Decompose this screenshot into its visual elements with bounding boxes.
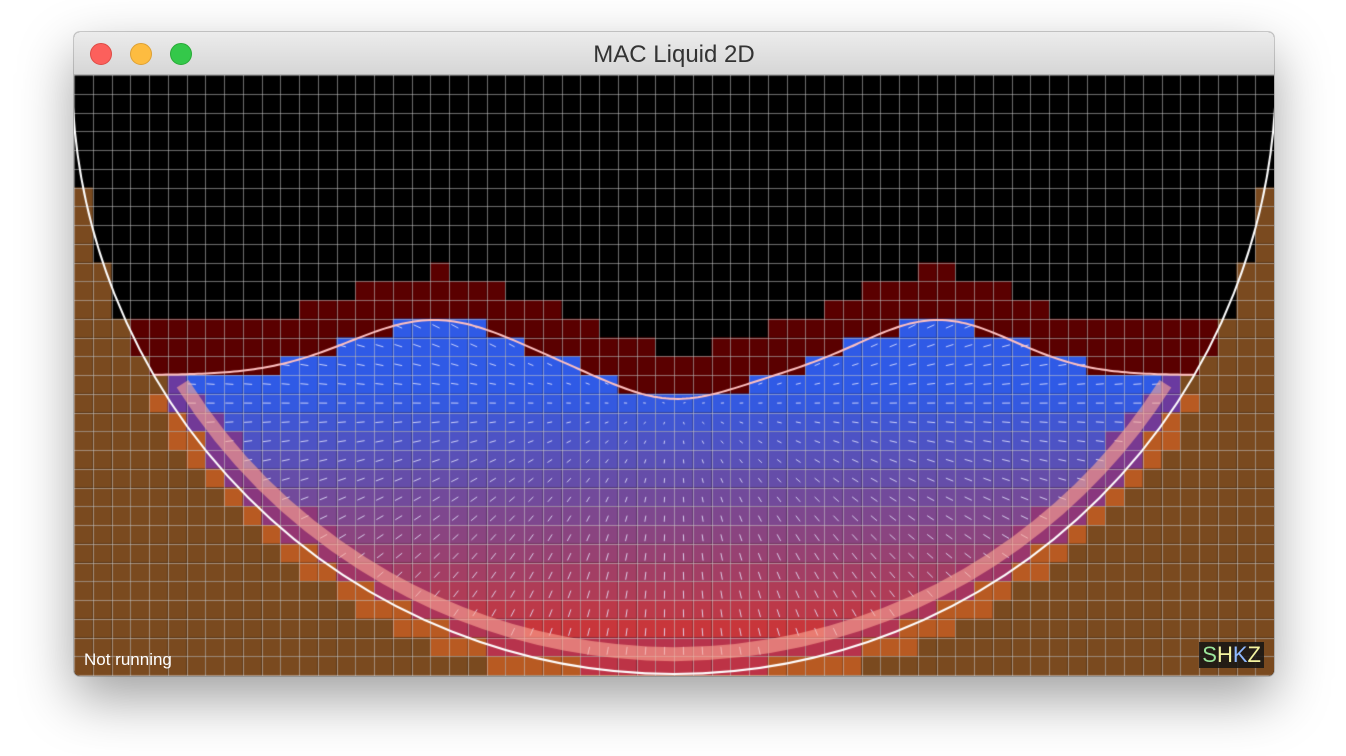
key-h-label: H — [1216, 642, 1233, 667]
key-z-label: Z — [1247, 642, 1261, 667]
title-bar[interactable]: MAC Liquid 2D — [74, 32, 1274, 75]
simulation-view[interactable]: Not running SHKZ — [74, 75, 1274, 676]
app-window: MAC Liquid 2D Not running SHKZ — [74, 32, 1274, 676]
window-title: MAC Liquid 2D — [593, 41, 755, 68]
minimize-button[interactable] — [130, 43, 152, 65]
key-legend: SHKZ — [1199, 642, 1264, 668]
close-button[interactable] — [90, 43, 112, 65]
key-s-label: S — [1202, 642, 1217, 667]
status-text: Not running — [84, 650, 172, 669]
simulation-canvas[interactable] — [74, 75, 1274, 676]
zoom-button[interactable] — [170, 43, 192, 65]
key-k-label: K — [1232, 642, 1248, 667]
